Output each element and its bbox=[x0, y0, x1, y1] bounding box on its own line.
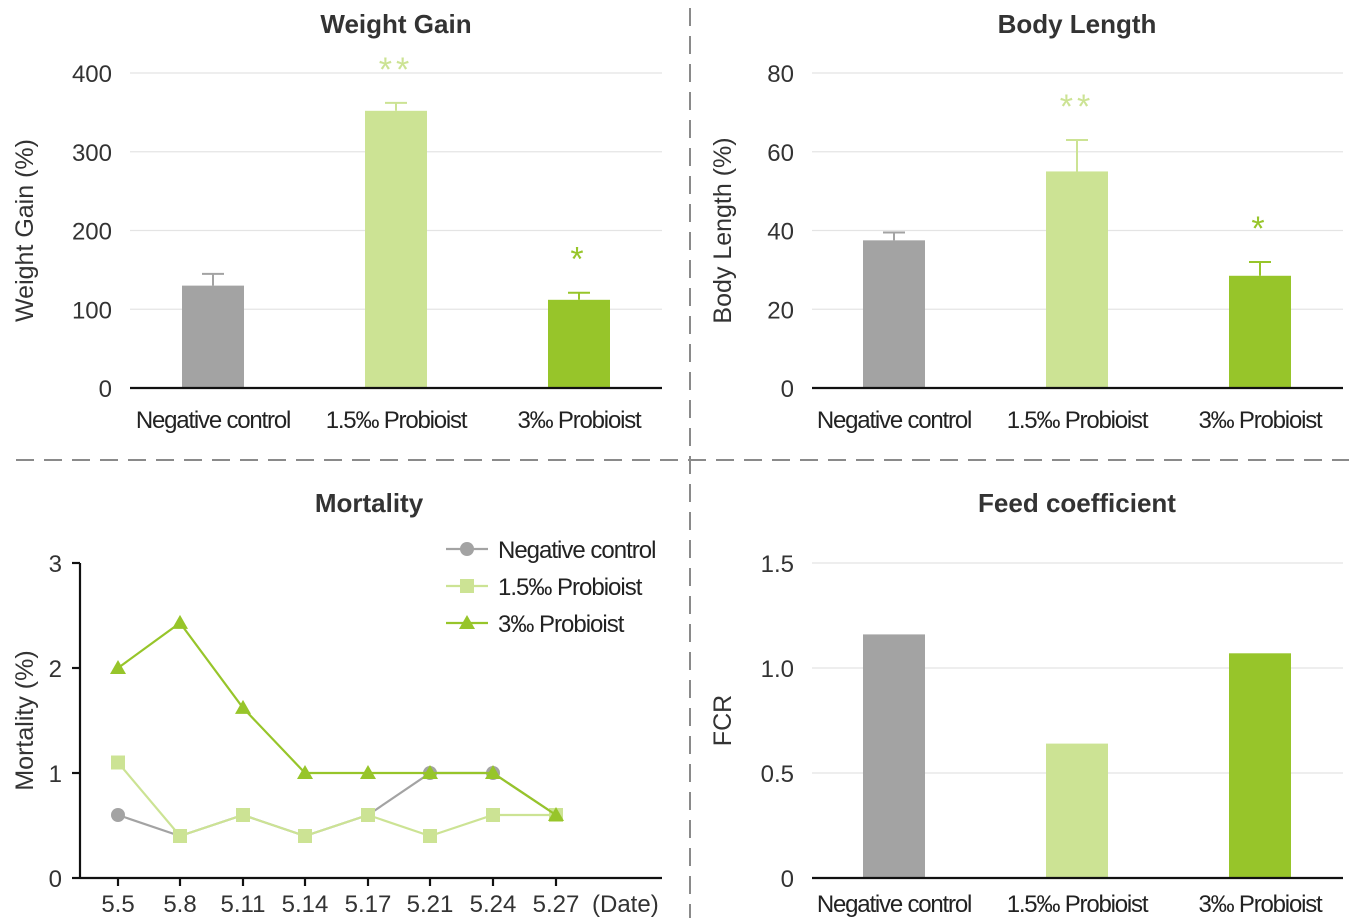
x-tick-label: 5.24 bbox=[470, 891, 517, 918]
data-point bbox=[548, 807, 564, 821]
error-bar bbox=[1066, 138, 1088, 172]
significance-marker: * bbox=[570, 241, 587, 279]
significance-marker: ** bbox=[379, 51, 413, 89]
legend-marker bbox=[460, 542, 474, 556]
y-tick-label: 0 bbox=[781, 866, 794, 893]
y-axis-label: Mortality (%) bbox=[11, 650, 39, 790]
x-category-label: 3‰ Probioist bbox=[518, 407, 643, 434]
x-category-label: 3‰ Probioist bbox=[1199, 891, 1324, 918]
y-tick-label: 0.5 bbox=[761, 761, 794, 788]
y-tick-label: 20 bbox=[767, 297, 794, 324]
x-category-label: 1.5‰ Probioist bbox=[326, 407, 468, 434]
data-point bbox=[236, 808, 250, 822]
x-axis-label: (Date) bbox=[592, 891, 659, 918]
y-axis-label: Weight Gain (%) bbox=[11, 139, 39, 322]
series-line bbox=[117, 771, 557, 838]
y-tick-label: 1.5 bbox=[761, 551, 794, 578]
data-point bbox=[111, 755, 125, 770]
significance-marker: ** bbox=[1060, 88, 1094, 126]
error-bar bbox=[1249, 261, 1271, 276]
x-tick-label: 5.27 bbox=[533, 891, 580, 918]
chart-title: Feed coefficient bbox=[978, 488, 1176, 518]
y-tick-label: 0 bbox=[99, 376, 112, 403]
y-tick-label: 1 bbox=[49, 761, 62, 788]
y-tick-label: 400 bbox=[72, 61, 112, 88]
bar bbox=[1229, 275, 1291, 388]
x-tick-label: 5.21 bbox=[407, 891, 454, 918]
legend-label: 3‰ Probioist bbox=[498, 611, 625, 638]
y-tick-label: 0 bbox=[781, 376, 794, 403]
chart-title: Mortality bbox=[315, 488, 424, 518]
x-category-label: 1.5‰ Probioist bbox=[1007, 891, 1149, 918]
x-category-label: 1.5‰ Probioist bbox=[1007, 407, 1149, 434]
body-length-chart: Body Length Body Length (%) 0 20 40 60 80 Negat… bbox=[709, 9, 1343, 434]
data-point bbox=[360, 765, 376, 779]
y-tick-label: 40 bbox=[767, 219, 794, 246]
x-category-label: Negative control bbox=[817, 407, 971, 434]
data-point bbox=[172, 614, 188, 629]
data-point bbox=[173, 829, 187, 843]
x-category-label: Negative control bbox=[136, 407, 290, 434]
x-tick-label: 5.14 bbox=[282, 891, 329, 918]
data-point bbox=[423, 829, 437, 843]
mortality-chart: Mortality Mortality (%) 0 1 2 3 5.5 5.8 5.11 5.14… bbox=[11, 488, 662, 918]
bar bbox=[182, 285, 244, 388]
bar bbox=[863, 240, 925, 388]
weight-gain-chart: Weight Gain Weight Gain (%) 0 100 200 300 400 N… bbox=[11, 9, 662, 434]
y-axis-label: FCR bbox=[709, 695, 737, 746]
x-tick-label: 5.17 bbox=[345, 891, 392, 918]
data-point bbox=[110, 660, 126, 674]
error-bar bbox=[202, 272, 224, 286]
error-bar bbox=[883, 231, 905, 241]
chart-title: Body Length bbox=[998, 9, 1157, 39]
panel-dividers bbox=[16, 8, 1349, 918]
x-tick-label: 5.5 bbox=[101, 891, 134, 918]
data-point bbox=[298, 829, 312, 843]
y-tick-label: 1.0 bbox=[761, 656, 794, 683]
legend-marker bbox=[460, 579, 474, 593]
bar bbox=[863, 634, 925, 878]
data-point bbox=[486, 808, 500, 822]
data-point bbox=[361, 808, 375, 822]
error-bar bbox=[568, 291, 590, 300]
data-point bbox=[297, 765, 313, 779]
bar bbox=[548, 299, 610, 388]
y-tick-label: 60 bbox=[767, 140, 794, 167]
y-tick-label: 2 bbox=[49, 656, 62, 683]
bar bbox=[365, 110, 427, 389]
x-tick-label: 5.11 bbox=[221, 891, 266, 918]
data-point bbox=[235, 699, 251, 714]
x-tick-label: 5.8 bbox=[163, 891, 196, 918]
error-bar bbox=[385, 101, 407, 111]
data-point bbox=[422, 765, 438, 779]
x-category-label: 3‰ Probioist bbox=[1199, 407, 1324, 434]
feed-coefficient-chart: Feed coefficient FCR 0 0.5 1.0 1.5 Negative co… bbox=[709, 488, 1343, 918]
y-tick-label: 0 bbox=[49, 866, 62, 893]
series-line bbox=[117, 761, 556, 838]
y-axis-label: Body Length (%) bbox=[709, 137, 737, 323]
data-point bbox=[485, 765, 501, 779]
legend-marker bbox=[459, 615, 475, 629]
bar bbox=[1046, 171, 1108, 388]
y-tick-label: 300 bbox=[72, 140, 112, 167]
y-tick-label: 100 bbox=[72, 297, 112, 324]
legend-label: Negative control bbox=[498, 537, 655, 564]
chart-title: Weight Gain bbox=[320, 9, 471, 39]
bar bbox=[1046, 743, 1108, 878]
y-tick-label: 3 bbox=[49, 551, 62, 578]
y-tick-label: 200 bbox=[72, 219, 112, 246]
x-category-label: Negative control bbox=[817, 891, 971, 918]
y-tick-label: 80 bbox=[767, 61, 794, 88]
legend-label: 1.5‰ Probioist bbox=[498, 574, 643, 601]
series-line bbox=[117, 621, 557, 816]
bar bbox=[1229, 653, 1291, 878]
significance-marker: * bbox=[1251, 210, 1268, 248]
data-point bbox=[111, 808, 125, 822]
